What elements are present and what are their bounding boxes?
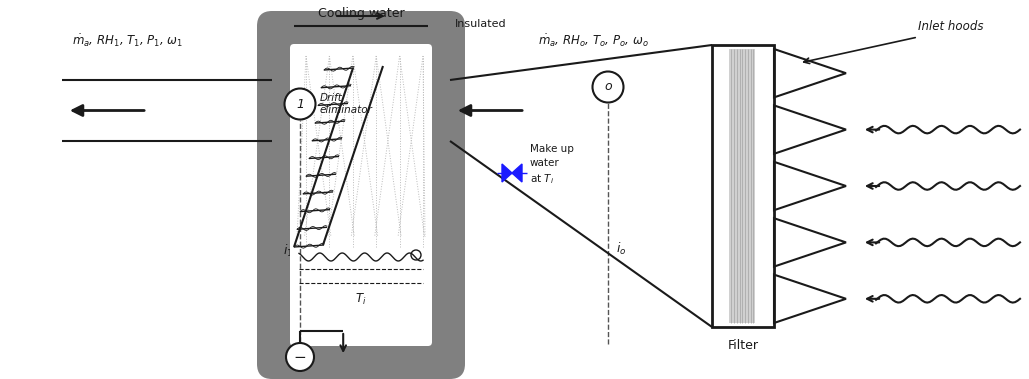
Text: $T_i$: $T_i$ xyxy=(355,291,366,307)
Text: Make up
water
at $T_i$: Make up water at $T_i$ xyxy=(530,144,574,185)
Polygon shape xyxy=(502,164,512,182)
Text: Filter: Filter xyxy=(728,339,758,352)
Text: $\dot{m}_a$, $RH_o$, $T_o$, $P_o$, $\omega_o$: $\dot{m}_a$, $RH_o$, $T_o$, $P_o$, $\ome… xyxy=(538,33,648,49)
FancyBboxPatch shape xyxy=(257,11,465,379)
Text: Cooling water: Cooling water xyxy=(318,7,404,20)
Text: −: − xyxy=(293,349,307,365)
Text: $i_o$: $i_o$ xyxy=(616,241,627,257)
Text: Insulated: Insulated xyxy=(455,19,506,29)
Circle shape xyxy=(286,343,314,371)
Circle shape xyxy=(284,89,316,119)
Polygon shape xyxy=(512,164,522,182)
Text: 1: 1 xyxy=(296,97,304,111)
Text: $\dot{m}_a$, $RH_1$, $T_1$, $P_1$, $\omega_1$: $\dot{m}_a$, $RH_1$, $T_1$, $P_1$, $\ome… xyxy=(72,33,183,49)
Circle shape xyxy=(593,72,624,102)
Bar xyxy=(712,45,774,327)
Text: Drift
eliminator: Drift eliminator xyxy=(320,93,372,115)
Text: Inlet hoods: Inlet hoods xyxy=(918,20,984,33)
FancyBboxPatch shape xyxy=(290,44,432,346)
Bar xyxy=(730,49,755,323)
Text: o: o xyxy=(604,80,612,94)
Text: $i_1$: $i_1$ xyxy=(283,243,293,259)
